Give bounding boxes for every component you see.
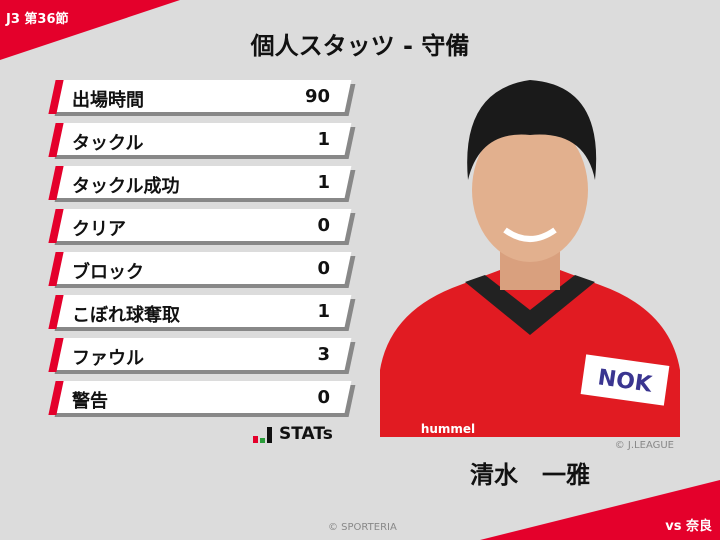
stat-label: ファウル <box>72 348 144 369</box>
stat-row: タックル成功 1 <box>48 166 356 202</box>
kit-brand-logo: hummel <box>421 422 475 436</box>
stat-value: 90 <box>304 86 330 107</box>
stat-label: タックル成功 <box>72 176 180 197</box>
stats-logo: STATs <box>253 425 333 443</box>
stat-value: 1 <box>317 301 330 322</box>
stat-label: 出場時間 <box>72 90 144 111</box>
photo-credit: © J.LEAGUE <box>614 440 674 451</box>
round-label: J3 第36節 <box>6 12 69 27</box>
stat-row: タックル 1 <box>48 123 356 159</box>
stat-value: 0 <box>317 215 330 236</box>
stat-value: 0 <box>317 387 330 408</box>
stat-row: 出場時間 90 <box>48 80 356 116</box>
logo-bar-green <box>260 438 265 443</box>
stat-value: 1 <box>317 129 330 150</box>
stat-label: 警告 <box>72 391 108 412</box>
player-name: 清水 一雅 <box>470 461 590 489</box>
stat-value: 1 <box>317 172 330 193</box>
stat-row: 警告 0 <box>48 381 356 417</box>
stat-row: こぼれ球奪取 1 <box>48 295 356 331</box>
stats-logo-text: STATs <box>279 424 333 444</box>
stat-label: クリア <box>72 219 126 240</box>
stat-label: ブロック <box>72 262 144 283</box>
stat-value: 3 <box>317 344 330 365</box>
player-photo: NOK hummel <box>380 70 680 437</box>
logo-bar-black <box>267 427 272 443</box>
stat-label: タックル <box>72 133 144 154</box>
stat-row: クリア 0 <box>48 209 356 245</box>
logo-bar-red <box>253 436 258 443</box>
opponent-label: vs 奈良 <box>665 519 712 534</box>
copyright: © SPORTERIA <box>328 522 397 533</box>
stat-label: こぼれ球奪取 <box>72 305 180 326</box>
stat-row: ファウル 3 <box>48 338 356 374</box>
stat-value: 0 <box>317 258 330 279</box>
stat-row: ブロック 0 <box>48 252 356 288</box>
page-title: 個人スタッツ - 守備 <box>250 32 470 60</box>
